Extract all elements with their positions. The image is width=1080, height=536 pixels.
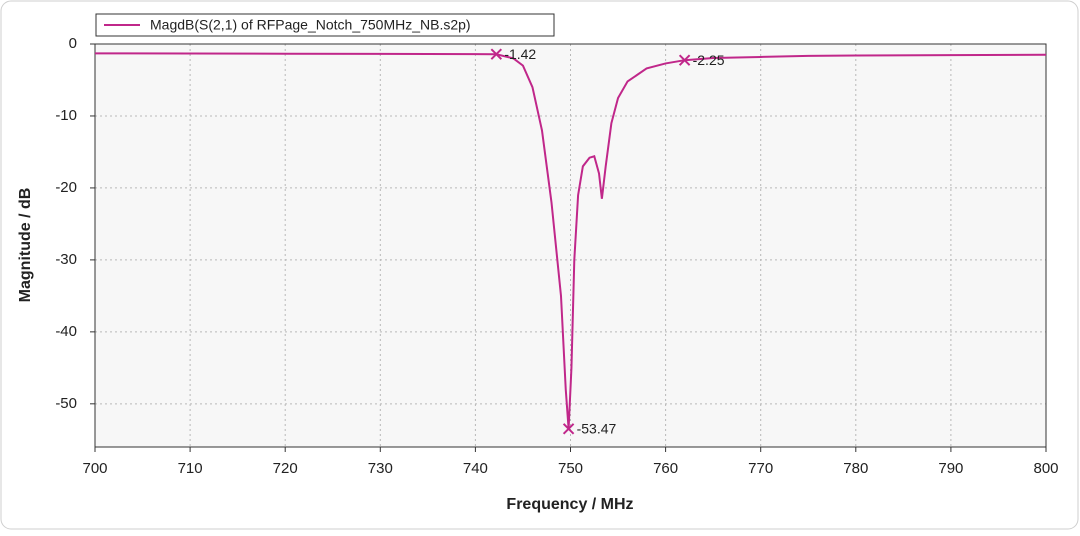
marker — [490, 48, 503, 60]
y-axis-label: Magnitude / dB — [17, 188, 34, 303]
x-tick-label: 730 — [368, 460, 393, 477]
x-tick-label: 780 — [843, 460, 868, 477]
x-tick-label: 700 — [82, 460, 107, 477]
x-tick-label: 710 — [178, 460, 203, 477]
marker-label: -2.25 — [693, 52, 725, 68]
x-axis-label: Frequency / MHz — [506, 496, 633, 513]
y-tick-label: -30 — [55, 251, 77, 268]
x-tick-label: 760 — [653, 460, 678, 477]
x-tick-label: 800 — [1033, 460, 1058, 477]
y-tick-label: 0 — [69, 35, 77, 52]
legend-label: MagdB(S(2,1) of RFPage_Notch_750MHz_NB.s… — [150, 17, 471, 33]
marker-label: -53.47 — [577, 420, 617, 436]
y-tick-label: -10 — [55, 107, 77, 124]
x-tick-label: 750 — [558, 460, 583, 477]
plot-border — [94, 43, 1047, 448]
marker — [678, 54, 691, 66]
data-line — [94, 52, 1047, 429]
marker — [562, 423, 575, 435]
x-tick-label: 770 — [748, 460, 773, 477]
legend-box — [95, 13, 555, 37]
x-tick-label: 790 — [938, 460, 963, 477]
y-tick-label: -50 — [55, 395, 77, 412]
x-tick-label: 720 — [273, 460, 298, 477]
marker-label: -1.42 — [504, 46, 536, 62]
y-tick-label: -40 — [55, 323, 77, 340]
y-tick-label: -20 — [55, 179, 77, 196]
x-tick-label: 740 — [463, 460, 488, 477]
